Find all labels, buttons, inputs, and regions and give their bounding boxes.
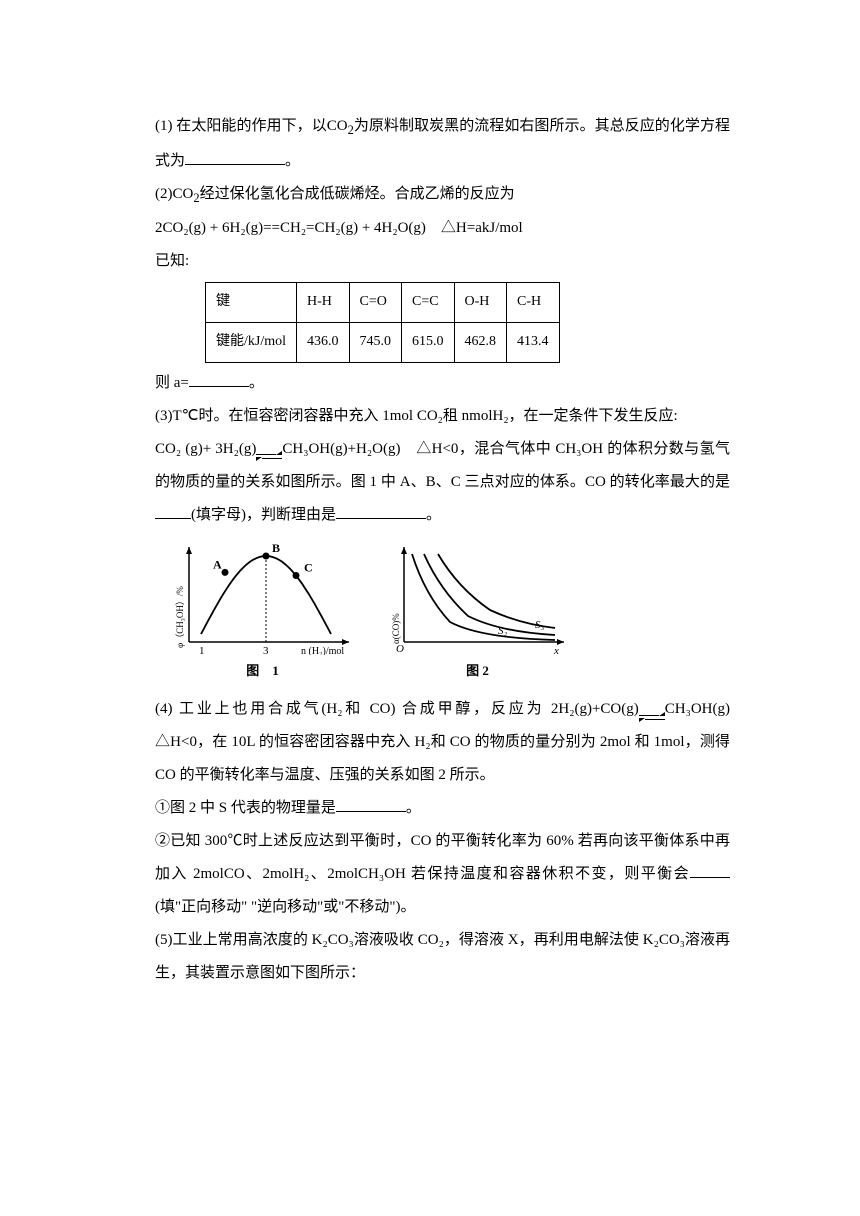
svg-text:x: x — [553, 645, 559, 655]
q1-text: (1) 在太阳能的作用下，以CO2为原料制取炭黑的流程如右图所示。其总反应的化学… — [155, 110, 730, 178]
svg-text:B: B — [272, 541, 280, 555]
chart2-label: 图 2 — [390, 657, 565, 686]
q4-sub2: ②已知 300℃时上述反应达到平衡时，CO 的平衡转化率为 60% 若再向该平衡… — [155, 825, 730, 924]
th-co: C=O — [349, 283, 402, 323]
q4-line1: (4) 工业上也用合成气(H₂和 CO) 合成甲醇，反应为 2H₂(g)+CO(… — [155, 693, 730, 792]
th-ch: C-H — [507, 283, 560, 323]
svg-text:α(CO)%: α(CO)% — [391, 612, 401, 643]
svg-text:3: 3 — [263, 645, 269, 655]
bond-energy-table: 键 H-H C=O C=C O-H C-H 键能/kJ/mol 436.0 74… — [205, 282, 560, 363]
val-oh: 462.8 — [454, 322, 507, 362]
row-label: 键能/kJ/mol — [206, 322, 297, 362]
svg-text:S₃: S₃ — [535, 619, 545, 631]
q4-blank1 — [336, 811, 406, 812]
charts-container: ABC13n (H₂)/molφ（CH₃OH）/% 图 1 S₃S₂xOα(CO… — [175, 540, 730, 686]
th-bond: 键 — [206, 283, 297, 323]
q3-blank2 — [336, 518, 426, 519]
chart-2: S₃S₂xOα(CO)% 图 2 — [390, 540, 565, 686]
val-cc: 615.0 — [402, 322, 455, 362]
svg-text:A: A — [213, 557, 222, 571]
q3-blank1 — [155, 518, 191, 519]
svg-text:S₂: S₂ — [498, 625, 508, 637]
svg-text:φ（CH₃OH）/%: φ（CH₃OH）/% — [175, 585, 185, 647]
q3-line2: CO₂ (g)+ 3H₂(g)CH₃OH(g)+H₂O(g) △H<0，混合气体… — [155, 433, 730, 532]
q1-blank — [185, 164, 285, 165]
svg-text:C: C — [304, 560, 313, 574]
val-hh: 436.0 — [297, 322, 350, 362]
q2-blank — [189, 386, 249, 387]
th-hh: H-H — [297, 283, 350, 323]
chart1-label: 图 1 — [175, 657, 350, 686]
q2-tail: 则 a=。 — [155, 367, 730, 400]
th-oh: O-H — [454, 283, 507, 323]
val-ch: 413.4 — [507, 322, 560, 362]
th-cc: C=C — [402, 283, 455, 323]
q3-line1: (3)T℃时。在恒容密闭容器中充入 1mol CO₂租 nmolH₂，在一定条件… — [155, 400, 730, 433]
q5-text: (5)工业上常用高浓度的 K₂CO₃溶液吸收 CO₂，得溶液 X，再利用电解法使… — [155, 924, 730, 990]
chart-1: A B C 1 3 n (H₂)/mol φ（CH₃OH）/% 图 1 — [175, 540, 350, 686]
q4-blank2 — [690, 877, 730, 878]
val-co: 745.0 — [349, 322, 402, 362]
svg-text:1: 1 — [199, 645, 205, 655]
q2-equation: 2CO₂(g) + 6H₂(g)==CH₂=CH₂(g) + 4H₂O(g) △… — [155, 212, 730, 245]
q2-line1: (2)CO2经过保化氢化合成低碳烯烃。合成乙烯的反应为 — [155, 178, 730, 213]
q2-known: 已知: — [155, 245, 730, 278]
q4-sub1: ①图 2 中 S 代表的物理量是。 — [155, 792, 730, 825]
svg-text:n (H₂)/mol: n (H₂)/mol — [301, 646, 344, 655]
